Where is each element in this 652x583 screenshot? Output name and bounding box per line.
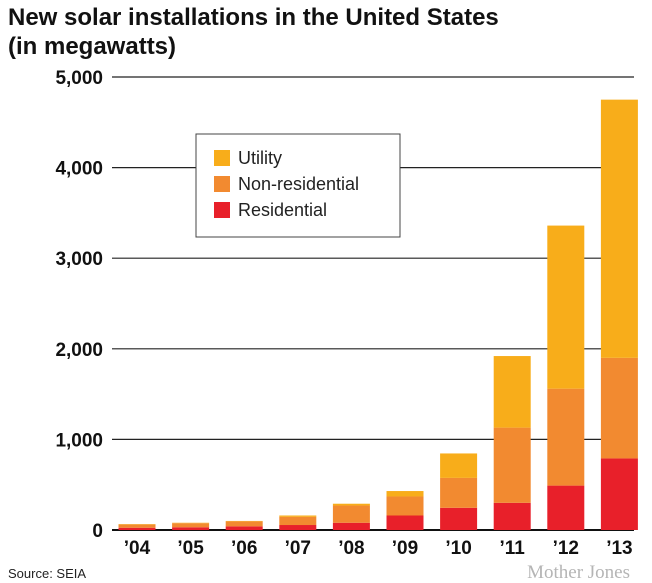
x-tick-label: ’08 bbox=[338, 538, 364, 559]
bars bbox=[118, 99, 638, 530]
y-tick-label: 3,000 bbox=[55, 249, 103, 270]
chart-title-line-1: New solar installations in the United St… bbox=[8, 4, 499, 31]
bar-non-residential-2 bbox=[225, 521, 263, 527]
y-tick-label: 5,000 bbox=[55, 68, 103, 89]
x-tick-label: ’09 bbox=[392, 538, 418, 559]
bar-residential-2 bbox=[225, 526, 263, 530]
y-axis-tick-labels: 0 1,000 2,000 3,000 4,000 5,000 bbox=[55, 68, 103, 542]
x-tick-label: ’13 bbox=[606, 538, 632, 559]
bar-utility-7 bbox=[493, 356, 531, 428]
credit-logo: Mother Jones bbox=[527, 562, 630, 583]
x-tick-label: ’11 bbox=[500, 538, 526, 559]
y-tick-label: 0 bbox=[92, 521, 103, 542]
x-tick-label: ’07 bbox=[285, 538, 311, 559]
legend-swatch-residential bbox=[214, 202, 230, 218]
bar-residential-6 bbox=[440, 507, 478, 530]
bar-non-residential-4 bbox=[332, 505, 370, 523]
bar-non-residential-6 bbox=[440, 477, 478, 508]
bar-residential-1 bbox=[172, 527, 210, 530]
x-tick-label: ’05 bbox=[177, 538, 204, 559]
bar-residential-5 bbox=[386, 515, 424, 530]
legend-swatch-non-residential bbox=[214, 176, 230, 192]
x-tick-label: ’04 bbox=[124, 538, 151, 559]
bar-residential-8 bbox=[547, 485, 585, 530]
bar-utility-8 bbox=[547, 225, 585, 389]
bar-utility-9 bbox=[600, 99, 638, 358]
x-tick-label: ’06 bbox=[231, 538, 257, 559]
bar-non-residential-7 bbox=[493, 427, 531, 503]
bar-utility-6 bbox=[440, 453, 478, 478]
chart-title-line-2: (in megawatts) bbox=[8, 33, 176, 60]
bar-non-residential-9 bbox=[600, 357, 638, 459]
bar-utility-5 bbox=[386, 491, 424, 497]
bar-non-residential-0 bbox=[118, 524, 156, 528]
bar-residential-0 bbox=[118, 527, 156, 530]
bar-utility-3 bbox=[279, 515, 317, 517]
legend-label-utility: Utility bbox=[238, 148, 282, 168]
bar-residential-4 bbox=[332, 522, 370, 530]
x-tick-label: ’10 bbox=[445, 538, 471, 559]
bar-non-residential-1 bbox=[172, 523, 210, 528]
bar-non-residential-3 bbox=[279, 516, 317, 526]
x-axis-tick-labels: ’04 ’05 ’06 ’07 ’08 ’09 ’10 ’11 ’12 ’13 bbox=[124, 538, 633, 559]
y-tick-label: 2,000 bbox=[55, 340, 103, 361]
source-note: Source: SEIA bbox=[8, 566, 86, 581]
bar-non-residential-8 bbox=[547, 388, 585, 486]
bar-residential-9 bbox=[600, 458, 638, 530]
bar-non-residential-5 bbox=[386, 496, 424, 516]
legend-swatch-utility bbox=[214, 150, 230, 166]
x-tick-label: ’12 bbox=[553, 538, 579, 559]
legend-label-residential: Residential bbox=[238, 200, 327, 220]
legend: Utility Non-residential Residential bbox=[195, 133, 401, 238]
bar-residential-3 bbox=[279, 525, 317, 530]
y-tick-label: 1,000 bbox=[55, 430, 103, 451]
y-tick-label: 4,000 bbox=[55, 159, 103, 180]
legend-label-non-residential: Non-residential bbox=[238, 174, 359, 194]
bar-utility-4 bbox=[332, 503, 370, 506]
bar-residential-7 bbox=[493, 502, 531, 530]
